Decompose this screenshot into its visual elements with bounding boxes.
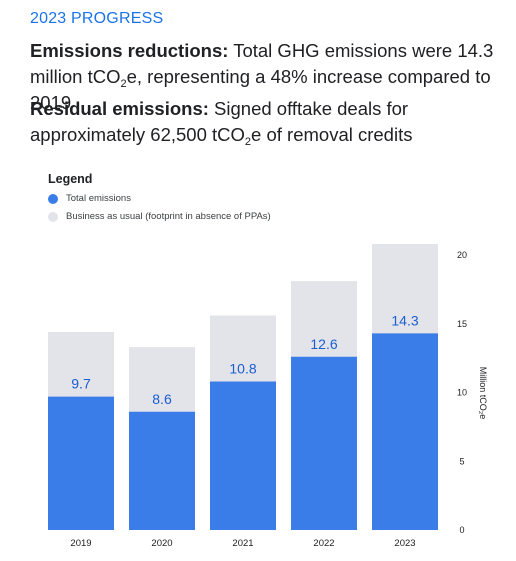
- legend-item-total-emissions: Total emissions: [48, 193, 131, 204]
- x-tick-label-2021: 2021: [232, 538, 253, 549]
- data-label-2021: 10.8: [229, 361, 256, 377]
- data-label-2022: 12.6: [310, 336, 337, 352]
- y-tick-label-0: 0: [459, 525, 464, 535]
- y-tick-label-5: 5: [459, 456, 464, 466]
- x-tick-label-2020: 2020: [151, 538, 172, 549]
- legend-swatch-business-as-usual: [48, 211, 58, 222]
- bar-total-emissions-2020: [129, 411, 195, 530]
- residual-emissions-heading: Residual emissions:: [30, 98, 209, 119]
- subscript-2: 2: [120, 78, 127, 90]
- bar-total-emissions-2019: [48, 396, 114, 530]
- bar-total-emissions-2021: [210, 381, 276, 530]
- data-label-2023: 14.3: [391, 312, 418, 328]
- legend-item-business-as-usual: Business as usual (footprint in absence …: [48, 211, 271, 222]
- residual-emissions-paragraph: Residual emissions: Signed offtake deals…: [30, 96, 510, 148]
- y-axis-label: Million tCO₂e: [478, 367, 488, 420]
- legend-swatch-total-emissions: [48, 193, 58, 204]
- emissions-reductions-text: Total GHG emissions were 14.3 million tC…: [30, 40, 494, 87]
- y-tick-label-20: 20: [457, 250, 467, 260]
- subscript-2: 2: [244, 136, 252, 148]
- emissions-reductions-paragraph: Emissions reductions: Total GHG emission…: [30, 38, 510, 116]
- emissions-reductions-text-end: e, representing a 48% increase compared …: [30, 66, 491, 113]
- x-tick-label-2019: 2019: [70, 538, 91, 549]
- y-tick-label-15: 15: [457, 319, 467, 329]
- data-label-2019: 9.7: [71, 376, 91, 392]
- residual-emissions-text: Signed offtake deals for approximately 6…: [30, 98, 409, 145]
- y-tick-label-10: 10: [457, 388, 467, 398]
- bar-total-emissions-2022: [291, 356, 357, 530]
- residual-emissions-text-end: e of removal credits: [251, 124, 413, 145]
- x-tick-label-2023: 2023: [394, 538, 415, 549]
- data-label-2020: 8.6: [152, 391, 172, 407]
- legend-label-business-as-usual: Business as usual (footprint in absence …: [66, 211, 271, 222]
- emissions-reductions-heading: Emissions reductions:: [30, 40, 229, 61]
- bar-total-emissions-2023: [372, 333, 438, 530]
- legend-title: Legend: [48, 172, 93, 186]
- x-tick-label-2022: 2022: [313, 538, 334, 549]
- section-eyebrow: 2023 PROGRESS: [30, 10, 164, 27]
- legend-label-total-emissions: Total emissions: [66, 193, 131, 204]
